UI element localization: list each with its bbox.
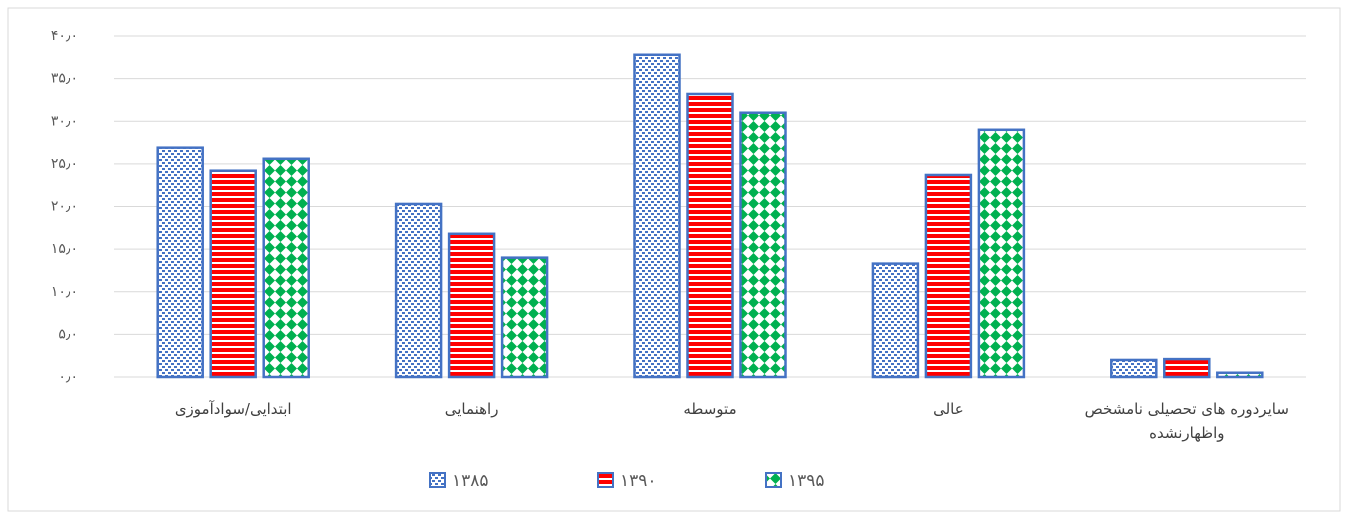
y-tick-label: ۵٫۰ [58, 326, 78, 342]
x-tick-label: متوسطه [683, 400, 737, 418]
bar [156, 146, 204, 379]
bar [209, 169, 257, 379]
bar [633, 53, 681, 379]
bar [739, 111, 787, 379]
legend-swatch [765, 472, 782, 488]
x-tick-label: سایردوره های تحصیلی نامشخص واظهارنشده [1084, 400, 1289, 442]
legend-swatch [597, 472, 614, 488]
chart-border [7, 7, 1341, 512]
y-tick-label: ۲۰٫۰ [51, 199, 78, 215]
y-tick-label: ۰٫۰ [58, 369, 78, 385]
y-tick-label: ۱۵٫۰ [51, 241, 78, 257]
x-tick-label: راهنمایی [444, 400, 499, 418]
bar [1216, 371, 1264, 379]
bar [1110, 358, 1158, 379]
x-tick-label: عالی [933, 400, 964, 418]
bar [924, 173, 973, 379]
y-tick-label: ۳۵٫۰ [51, 71, 78, 87]
legend-label: ۱۳۹۰ [620, 471, 657, 491]
y-tick-label: ۱۰٫۰ [51, 284, 78, 300]
x-tick-label: ابتدایی/سوادآموزی [174, 400, 292, 418]
legend-label: ۱۳۹۵ [788, 471, 825, 491]
bar [977, 128, 1026, 379]
bar [1163, 357, 1211, 379]
bar [871, 262, 920, 379]
bar [686, 92, 734, 379]
bar [500, 256, 549, 379]
y-tick-label: ۳۰٫۰ [51, 113, 78, 129]
y-tick-label: ۴۰٫۰ [51, 28, 78, 44]
bar [447, 232, 496, 379]
legend-swatch [429, 472, 446, 488]
bar [262, 157, 310, 379]
y-tick-label: ۲۵٫۰ [51, 156, 78, 172]
legend-label: ۱۳۸۵ [452, 471, 489, 491]
bar [394, 202, 443, 379]
